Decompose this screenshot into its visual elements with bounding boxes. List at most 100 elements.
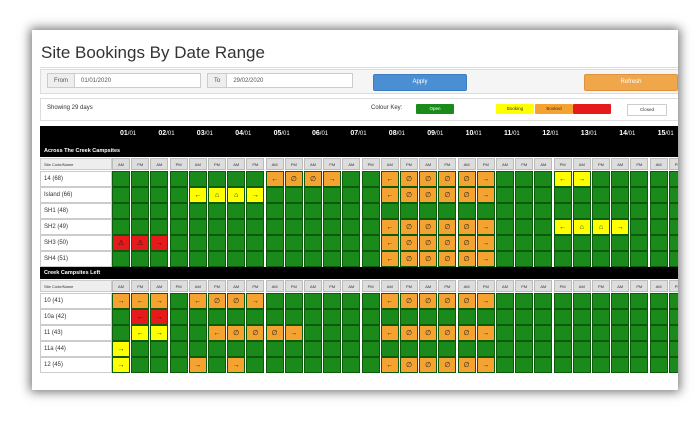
booking-cell-booked[interactable]: ∅ xyxy=(419,251,438,267)
booking-cell-open[interactable] xyxy=(380,203,399,219)
booking-cell-open[interactable] xyxy=(438,203,457,219)
booking-cell-booked[interactable]: ∅ xyxy=(438,251,457,267)
booking-cell-open[interactable] xyxy=(342,203,361,219)
booking-cell-open[interactable] xyxy=(668,187,678,203)
booking-cell-open[interactable] xyxy=(553,325,572,341)
booking-cell-open[interactable] xyxy=(208,357,226,373)
booking-cell-booked[interactable]: → xyxy=(112,293,130,309)
booking-cell-open[interactable] xyxy=(592,171,610,187)
booking-cell-booked[interactable]: → xyxy=(150,293,169,309)
booking-cell-open[interactable] xyxy=(150,357,169,373)
booking-cell-open[interactable] xyxy=(169,171,188,187)
booking-cell-open[interactable] xyxy=(572,357,591,373)
booking-cell-open[interactable] xyxy=(112,219,130,235)
booking-cell-open[interactable] xyxy=(476,341,495,357)
booking-cell-booked[interactable]: ← xyxy=(380,235,399,251)
booking-cell-open[interactable] xyxy=(457,309,476,325)
booking-cell-open[interactable] xyxy=(611,293,630,309)
booking-cell-open[interactable] xyxy=(553,251,572,267)
booking-cell-open[interactable] xyxy=(284,203,303,219)
booking-cell-open[interactable] xyxy=(304,187,322,203)
booking-cell-open[interactable] xyxy=(246,235,265,251)
booking-cell-booked[interactable]: ∅ xyxy=(400,325,418,341)
booking-cell-open[interactable] xyxy=(169,293,188,309)
booking-cell-booked[interactable]: ∅ xyxy=(304,171,322,187)
booking-cell-open[interactable] xyxy=(496,203,514,219)
booking-cell-unavail[interactable]: ⚠ xyxy=(131,235,150,251)
booking-cell-open[interactable] xyxy=(534,219,553,235)
booking-cell-open[interactable] xyxy=(611,203,630,219)
booking-cell-open[interactable] xyxy=(630,251,649,267)
booking-cell-open[interactable] xyxy=(496,341,514,357)
booking-cell-booking[interactable]: → xyxy=(246,187,265,203)
booking-cell-open[interactable] xyxy=(361,235,380,251)
booking-cell-open[interactable] xyxy=(630,325,649,341)
booking-cell-open[interactable] xyxy=(284,187,303,203)
booking-cell-booked[interactable]: ∅ xyxy=(400,187,418,203)
booking-cell-booking[interactable]: → xyxy=(150,325,169,341)
booking-cell-open[interactable] xyxy=(611,171,630,187)
booking-cell-open[interactable] xyxy=(668,251,678,267)
booking-cell-booking[interactable]: ⌂ xyxy=(227,187,246,203)
booking-cell-booked[interactable]: ∅ xyxy=(419,325,438,341)
booking-cell-booked[interactable]: → xyxy=(246,293,265,309)
booking-cell-open[interactable] xyxy=(131,171,150,187)
booking-cell-open[interactable] xyxy=(323,325,342,341)
booking-cell-booked[interactable]: ∅ xyxy=(265,325,284,341)
booking-cell-open[interactable] xyxy=(284,341,303,357)
booking-cell-booked[interactable]: → xyxy=(227,357,246,373)
booking-cell-open[interactable] xyxy=(630,187,649,203)
booking-cell-open[interactable] xyxy=(534,251,553,267)
booking-cell-open[interactable] xyxy=(496,251,514,267)
booking-cell-open[interactable] xyxy=(515,187,534,203)
booking-cell-open[interactable] xyxy=(649,293,668,309)
booking-cell-open[interactable] xyxy=(131,219,150,235)
booking-cell-open[interactable] xyxy=(361,325,380,341)
booking-cell-open[interactable] xyxy=(246,357,265,373)
booking-cell-open[interactable] xyxy=(630,219,649,235)
booking-cell-open[interactable] xyxy=(169,203,188,219)
booking-cell-open[interactable] xyxy=(611,325,630,341)
booking-cell-open[interactable] xyxy=(668,325,678,341)
booking-cell-open[interactable] xyxy=(649,235,668,251)
booking-cell-open[interactable] xyxy=(304,293,322,309)
booking-cell-booked[interactable]: ∅ xyxy=(400,171,418,187)
booking-cell-booked[interactable]: → xyxy=(476,251,495,267)
booking-cell-open[interactable] xyxy=(169,235,188,251)
booking-cell-open[interactable] xyxy=(323,251,342,267)
booking-cell-open[interactable] xyxy=(553,357,572,373)
booking-cell-booked[interactable]: ∅ xyxy=(438,293,457,309)
booking-cell-booked[interactable]: ← xyxy=(380,357,399,373)
booking-cell-open[interactable] xyxy=(438,309,457,325)
booking-cell-open[interactable] xyxy=(246,171,265,187)
booking-cell-unavail[interactable]: → xyxy=(150,235,169,251)
booking-cell-booked[interactable]: ∅ xyxy=(457,219,476,235)
booking-cell-open[interactable] xyxy=(668,203,678,219)
booking-cell-open[interactable] xyxy=(534,203,553,219)
booking-cell-open[interactable] xyxy=(361,251,380,267)
booking-cell-open[interactable] xyxy=(323,219,342,235)
booking-cell-open[interactable] xyxy=(227,251,246,267)
booking-cell-open[interactable] xyxy=(265,251,284,267)
booking-cell-open[interactable] xyxy=(265,219,284,235)
booking-cell-open[interactable] xyxy=(553,341,572,357)
booking-cell-open[interactable] xyxy=(323,187,342,203)
booking-cell-open[interactable] xyxy=(208,171,226,187)
site-name[interactable]: 11 (43) xyxy=(40,325,112,341)
booking-cell-open[interactable] xyxy=(188,251,207,267)
booking-cell-open[interactable] xyxy=(208,251,226,267)
booking-cell-open[interactable] xyxy=(150,251,169,267)
booking-cell-open[interactable] xyxy=(668,171,678,187)
booking-cell-open[interactable] xyxy=(361,293,380,309)
booking-cell-open[interactable] xyxy=(592,203,610,219)
booking-cell-open[interactable] xyxy=(668,309,678,325)
booking-cell-open[interactable] xyxy=(496,293,514,309)
booking-cell-open[interactable] xyxy=(592,325,610,341)
booking-cell-open[interactable] xyxy=(534,235,553,251)
booking-cell-booked[interactable]: ← xyxy=(188,293,207,309)
booking-cell-booking[interactable]: → xyxy=(572,171,591,187)
booking-cell-open[interactable] xyxy=(265,309,284,325)
booking-cell-booked[interactable]: ∅ xyxy=(438,187,457,203)
booking-cell-open[interactable] xyxy=(131,203,150,219)
booking-cell-open[interactable] xyxy=(227,203,246,219)
